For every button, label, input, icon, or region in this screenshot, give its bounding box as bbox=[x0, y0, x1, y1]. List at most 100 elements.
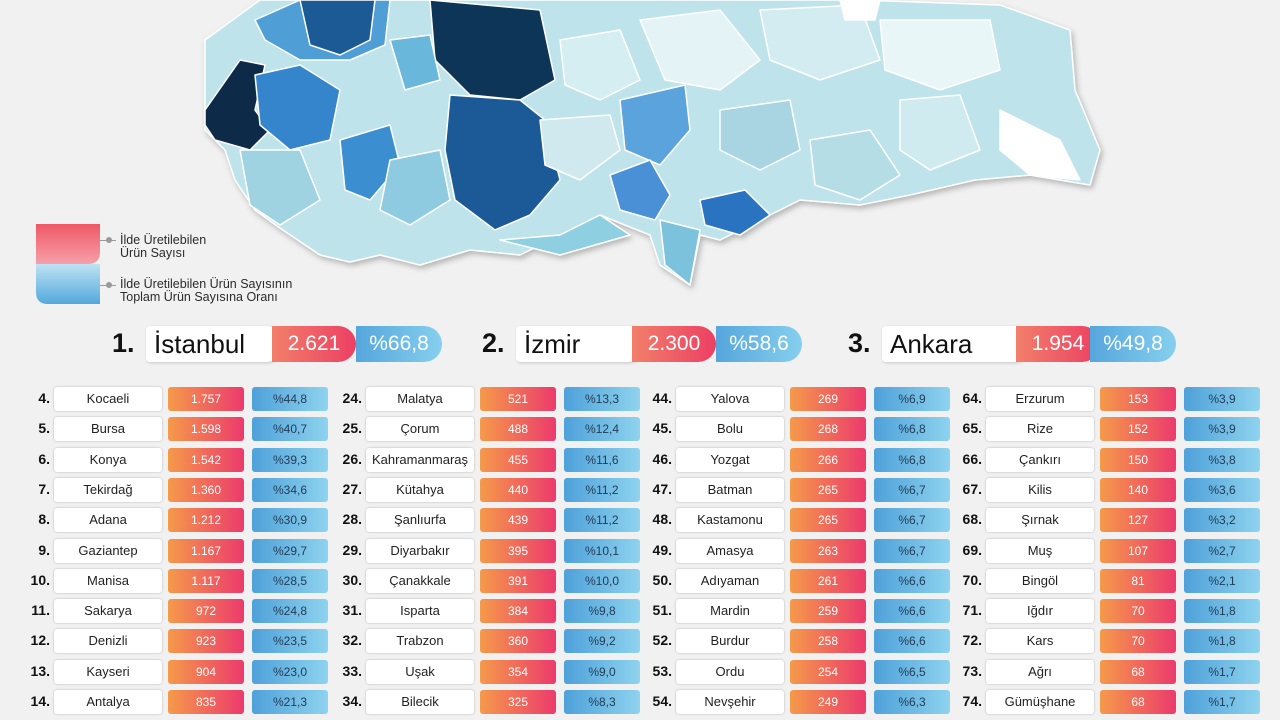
count-legend-label: İlde Üretilebilen Ürün Sayısı bbox=[120, 234, 206, 260]
product-count: 1.542 bbox=[168, 447, 244, 472]
map-region bbox=[254, 64, 341, 151]
product-ratio: %6,7 bbox=[874, 477, 950, 502]
product-ratio: %1,8 bbox=[1184, 599, 1260, 624]
map-region bbox=[609, 159, 671, 221]
province-name: Bursa bbox=[54, 417, 162, 442]
province-name: Isparta bbox=[366, 599, 474, 624]
map-region bbox=[389, 34, 441, 91]
province-name: Trabzon bbox=[366, 629, 474, 654]
rank-number: 67. bbox=[962, 480, 982, 497]
product-count: 140 bbox=[1100, 477, 1176, 502]
rank-number: 74. bbox=[962, 693, 982, 709]
rank-number: 26. bbox=[342, 450, 362, 467]
product-ratio: %3,8 bbox=[1184, 447, 1260, 472]
province-name: Ordu bbox=[676, 659, 784, 684]
product-count: 2.621 bbox=[272, 326, 356, 362]
province-name: Çankırı bbox=[986, 447, 1094, 472]
ratio-legend-line1: İlde Üretilebilen Ürün Sayısının bbox=[120, 277, 293, 291]
product-ratio: %34,6 bbox=[252, 477, 328, 502]
map-region bbox=[444, 94, 561, 231]
product-count: 325 bbox=[480, 690, 556, 714]
product-count: 521 bbox=[480, 387, 556, 411]
province-name: Antalya bbox=[54, 690, 162, 714]
map-region bbox=[839, 0, 881, 21]
count-legend-line1: İlde Üretilebilen bbox=[120, 233, 207, 247]
product-count: 152 bbox=[1100, 417, 1176, 442]
product-count: 70 bbox=[1100, 629, 1176, 654]
province-name: Yozgat bbox=[676, 447, 784, 472]
province-name: Muş bbox=[986, 538, 1094, 563]
product-count: 455 bbox=[480, 447, 556, 472]
province-name: Denizli bbox=[54, 629, 162, 654]
province-name: Malatya bbox=[366, 387, 474, 411]
product-ratio: %21,3 bbox=[252, 690, 328, 714]
product-ratio: %9,0 bbox=[564, 659, 640, 684]
product-ratio: %28,5 bbox=[252, 568, 328, 593]
product-count: 249 bbox=[790, 690, 866, 714]
product-count: 384 bbox=[480, 599, 556, 624]
product-ratio: %3,6 bbox=[1184, 477, 1260, 502]
product-count: 2.300 bbox=[632, 326, 716, 362]
product-count: 81 bbox=[1100, 568, 1176, 593]
rank-number: 45. bbox=[652, 420, 672, 437]
province-name: Kütahya bbox=[366, 477, 474, 502]
rank-number: 24. bbox=[342, 390, 362, 406]
product-count: 258 bbox=[790, 629, 866, 654]
product-ratio: %6,6 bbox=[874, 629, 950, 654]
province-name: Gümüşhane bbox=[986, 690, 1094, 714]
map-region bbox=[559, 29, 641, 101]
rank-number: 25. bbox=[342, 420, 362, 437]
province-name: Adıyaman bbox=[676, 568, 784, 593]
province-name: Iğdır bbox=[986, 599, 1094, 624]
map-region bbox=[539, 114, 621, 181]
rank-number: 8. bbox=[38, 511, 50, 528]
map-region bbox=[239, 149, 321, 226]
rank-number: 28. bbox=[342, 511, 362, 528]
product-count: 360 bbox=[480, 629, 556, 654]
province-name: Yalova bbox=[676, 387, 784, 411]
product-ratio: %13,3 bbox=[564, 387, 640, 411]
province-name: Rize bbox=[986, 417, 1094, 442]
map-region bbox=[719, 99, 801, 171]
product-ratio: %11,2 bbox=[564, 477, 640, 502]
province-name: Manisa bbox=[54, 568, 162, 593]
rank-number: 31. bbox=[342, 602, 362, 619]
province-name: Kocaeli bbox=[54, 387, 162, 411]
map-region bbox=[619, 84, 691, 166]
map-region bbox=[999, 109, 1081, 181]
product-ratio: %6,7 bbox=[874, 508, 950, 533]
map-region bbox=[379, 149, 451, 226]
rank-number: 72. bbox=[962, 632, 982, 649]
product-count: 1.954 bbox=[1016, 326, 1100, 362]
rank-number: 64. bbox=[962, 390, 982, 406]
map-region bbox=[499, 214, 631, 256]
map-region bbox=[809, 129, 901, 201]
province-name: İstanbul bbox=[146, 326, 284, 362]
product-count: 153 bbox=[1100, 387, 1176, 411]
rank-number: 7. bbox=[38, 480, 50, 497]
turkey-province-map bbox=[204, 0, 1101, 286]
product-count: 107 bbox=[1100, 538, 1176, 563]
product-ratio: %58,6 bbox=[716, 326, 802, 362]
product-count: 254 bbox=[790, 659, 866, 684]
province-name: Gaziantep bbox=[54, 538, 162, 563]
product-ratio: %1,7 bbox=[1184, 690, 1260, 714]
product-ratio: %6,6 bbox=[874, 568, 950, 593]
product-ratio: %3,2 bbox=[1184, 508, 1260, 533]
rank-number: 11. bbox=[31, 602, 50, 619]
product-ratio: %29,7 bbox=[252, 538, 328, 563]
product-count: 904 bbox=[168, 659, 244, 684]
rank-number: 50. bbox=[652, 571, 672, 588]
product-count: 261 bbox=[790, 568, 866, 593]
rank-number: 13. bbox=[30, 662, 50, 679]
province-name: Ağrı bbox=[986, 659, 1094, 684]
rank-number: 6. bbox=[38, 450, 50, 467]
product-ratio: %6,8 bbox=[874, 447, 950, 472]
rank-number: 33. bbox=[342, 662, 362, 679]
product-count: 1.757 bbox=[168, 387, 244, 411]
map-region bbox=[899, 94, 981, 171]
rank-number: 53. bbox=[652, 662, 672, 679]
product-count: 1.212 bbox=[168, 508, 244, 533]
province-name: Konya bbox=[54, 447, 162, 472]
rank-number: 44. bbox=[652, 390, 672, 406]
